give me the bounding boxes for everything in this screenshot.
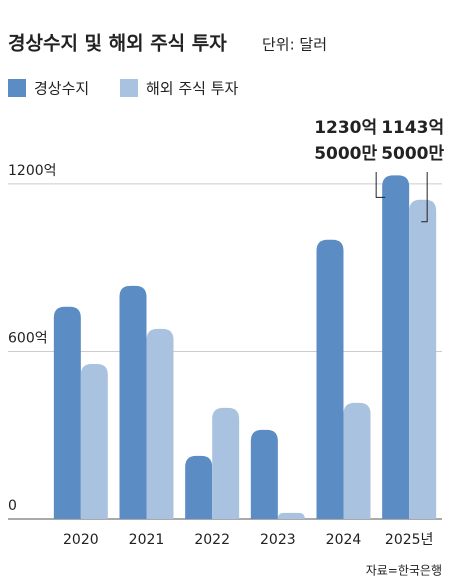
bar: [146, 328, 174, 519]
bar: [185, 455, 213, 519]
x-tick-label: 2024: [326, 532, 362, 548]
legend-label: 경상수지: [34, 80, 89, 98]
y-tick-label: 600억: [8, 330, 48, 346]
bar: [212, 407, 240, 519]
bar: [119, 285, 147, 519]
source: 자료=한국은행: [366, 563, 442, 578]
bar: [316, 239, 344, 519]
bar: [80, 364, 108, 519]
x-tick-label: 2021: [129, 532, 165, 548]
chart-title: 경상수지 및 해외 주식 투자: [8, 33, 227, 55]
value-label: 1230억 5000만: [314, 118, 377, 164]
legend-label: 해외 주식 투자: [146, 80, 239, 98]
legend-swatch: [8, 79, 26, 97]
value-label: 1143억 5000만: [381, 118, 444, 164]
bar: [343, 402, 371, 519]
bar: [250, 429, 278, 519]
x-tick-label: 2025년: [385, 532, 434, 548]
leader-line: [375, 172, 386, 198]
x-tick-label: 2020: [63, 532, 99, 548]
bar: [53, 306, 81, 519]
x-tick-label: 2022: [194, 532, 230, 548]
y-tick-label: 1200억: [8, 163, 57, 179]
x-tick-label: 2023: [260, 532, 296, 548]
y-tick-label: 0: [8, 498, 17, 514]
bar: [382, 175, 410, 519]
chart-subtitle: 단위: 달러: [262, 36, 327, 54]
leader-line: [421, 172, 428, 223]
bar: [409, 199, 437, 519]
bar: [277, 512, 305, 519]
legend-swatch: [120, 79, 138, 97]
